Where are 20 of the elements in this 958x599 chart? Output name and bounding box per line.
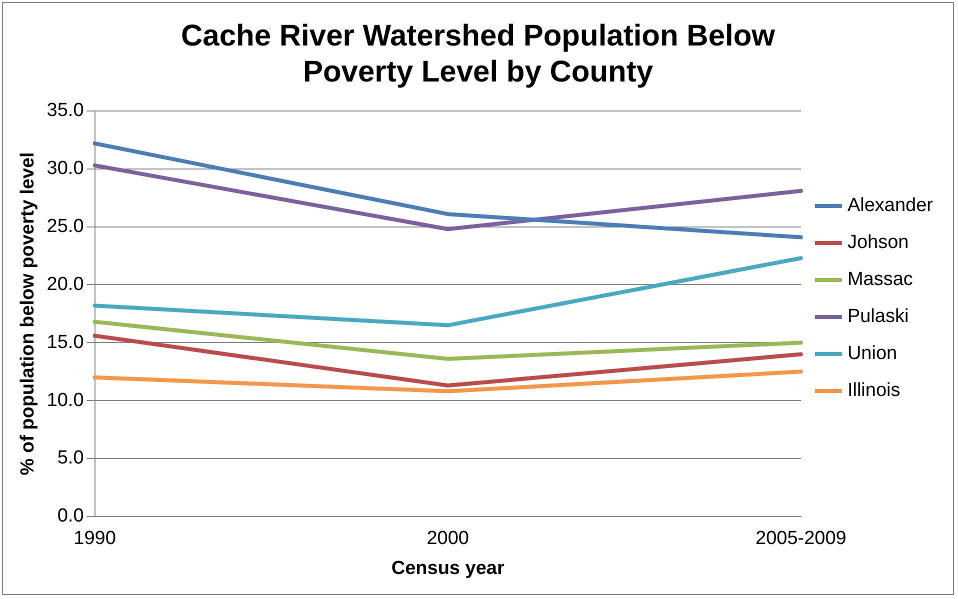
y-tick-label: 20.0	[46, 274, 84, 295]
y-tick-label: 0.0	[57, 506, 84, 527]
x-tick-label: 1990	[74, 528, 116, 550]
legend-label: Union	[847, 343, 898, 364]
y-tick-label: 15.0	[46, 332, 84, 353]
chart-title: Cache River Watershed Population Below Poverty Level by County	[180, 19, 776, 88]
y-axis-title: % of population below poverty level	[18, 152, 39, 476]
legend-label: Massac	[847, 269, 913, 290]
y-tick-label: 30.0	[46, 158, 84, 180]
x-tick-label: 2000	[426, 528, 470, 550]
y-tick-label: 10.0	[46, 390, 84, 411]
y-tick-label: 5.0	[57, 448, 84, 469]
legend-label: Pulaski	[847, 306, 909, 328]
legend-label: Illinois	[847, 380, 900, 402]
x-axis-title: Census year	[391, 558, 505, 579]
y-tick-label: 35.0	[46, 100, 84, 122]
legend-label: Alexander	[847, 195, 934, 216]
x-tick-label: 2005-2009	[756, 528, 846, 550]
y-tick-label: 25.0	[46, 216, 84, 238]
legend-label: Johson	[847, 232, 909, 254]
